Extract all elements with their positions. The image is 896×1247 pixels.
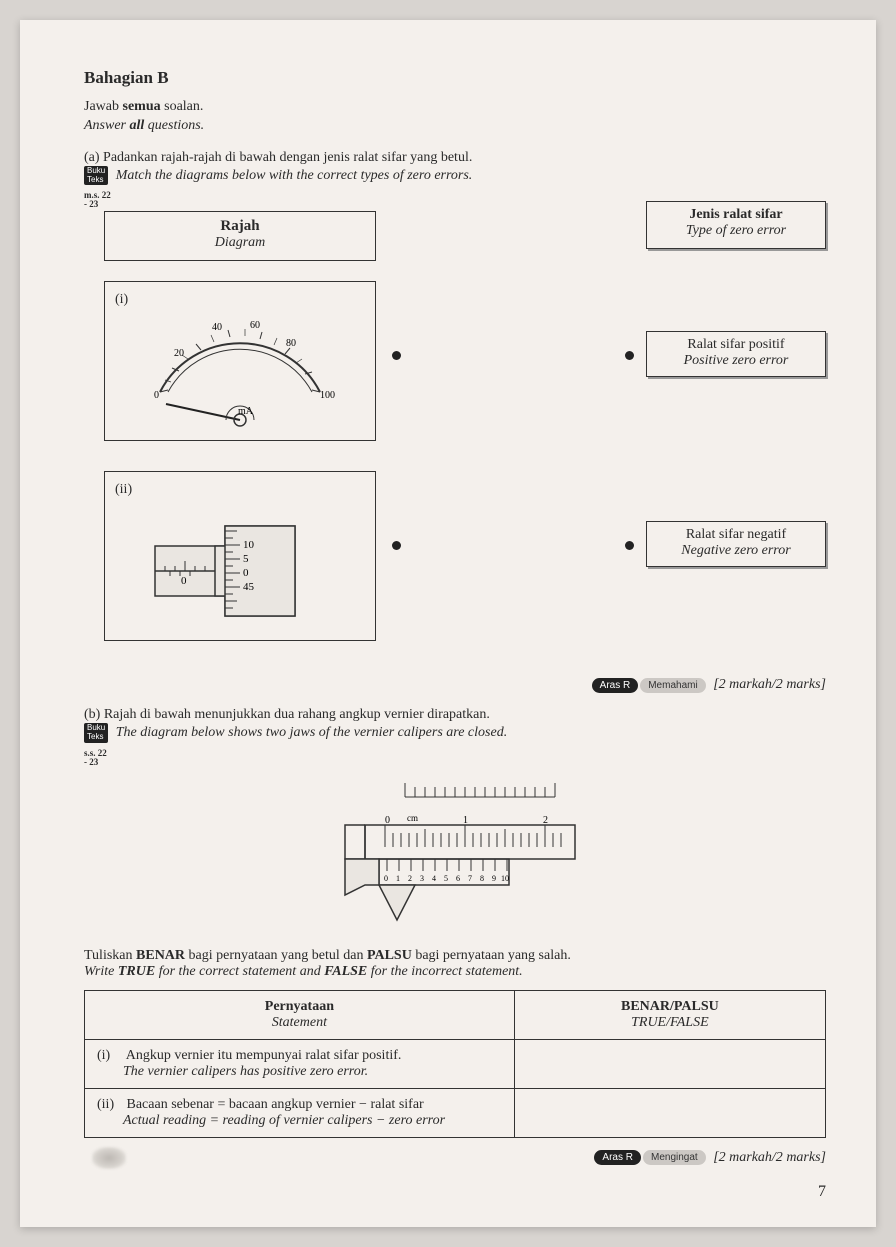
instruction-en: Answer all questions. [84,117,826,136]
tf-instruction-en: Write TRUE for the correct statement and… [84,964,826,980]
page-smudge [92,1147,126,1169]
answer-negative-ms: Ralat sifar negatif [647,527,825,543]
buku-teks-icon: BukuTeks [84,723,108,743]
vern-3: 3 [420,874,424,883]
match-dot[interactable] [392,351,401,360]
col-statement-header: Pernyataan Statement [85,990,515,1039]
vernier-unit: cm [407,813,418,823]
answer-cell[interactable] [514,1039,825,1088]
vernier-main-0: 0 [385,815,390,826]
page-ref-b: s.s. 22- 23 [84,749,826,767]
statement-cell: (i) Angkup vernier itu mempunyai ralat s… [85,1039,515,1088]
question-a-en: BukuTeks Match the diagrams below with t… [84,166,826,186]
vern-4: 4 [432,874,436,883]
vern-9: 9 [492,874,496,883]
meter-tick-20: 20 [174,348,184,359]
marks-text-b: [2 markah/2 marks] [713,1150,826,1165]
meter-unit: mA [238,406,254,417]
diagram-header-ms: Rajah [105,218,375,235]
diagram-header-en: Diagram [105,235,375,251]
diagram-i-label: (i) [115,292,128,307]
question-a-ms: (a) Padankan rajah-rajah di bawah dengan… [84,150,826,166]
vern-10: 10 [501,874,509,883]
vern-8: 8 [480,874,484,883]
instruction-ms: Jawab semua soalan. [84,98,826,117]
vernier-main-2: 2 [543,815,548,826]
meter-tick-0: 0 [154,390,159,401]
match-dot[interactable] [392,541,401,550]
vern-0: 0 [384,874,388,883]
vern-2: 2 [408,874,412,883]
true-false-table: Pernyataan Statement BENAR/PALSU TRUE/FA… [84,990,826,1138]
question-b-en: BukuTeks The diagram below shows two jaw… [84,723,826,743]
table-row: (ii) Bacaan sebenar = bacaan angkup vern… [85,1088,826,1137]
vern-5: 5 [444,874,448,883]
vernier-main-1: 1 [463,815,468,826]
diagram-header-box: Rajah Diagram [104,211,376,261]
micro-label-0: 0 [243,567,249,579]
answer-positive-en: Positive zero error [647,353,825,369]
error-type-header-en: Type of zero error [647,223,825,239]
micro-main-zero: 0 [181,575,187,587]
vern-7: 7 [468,874,472,883]
meter-tick-40: 40 [212,322,222,333]
answer-cell[interactable] [514,1088,825,1137]
table-header-row: Pernyataan Statement BENAR/PALSU TRUE/FA… [85,990,826,1039]
marks-text-a: [2 markah/2 marks] [713,677,826,692]
marks-row-a: Aras RMemahami [2 markah/2 marks] [84,677,826,693]
vern-1: 1 [396,874,400,883]
matching-area: Rajah Diagram Jenis ralat sifar Type of … [84,211,826,671]
answer-negative-en: Negative zero error [647,543,825,559]
statement-cell: (ii) Bacaan sebenar = bacaan angkup vern… [85,1088,515,1137]
answer-positive-ms: Ralat sifar positif [647,337,825,353]
micro-label-10: 10 [243,539,255,551]
answer-box-negative: Ralat sifar negatif Negative zero error [646,521,826,567]
vernier-caliper-diagram: 0 cm 1 2 [325,775,585,925]
micrometer-diagram: 0 10 [145,506,335,636]
skill-pill: Memahami [640,678,705,693]
match-dot[interactable] [625,351,634,360]
meter-tick-100: 100 [320,390,335,401]
micro-label-45: 45 [243,581,255,593]
vern-6: 6 [456,874,460,883]
table-row: (i) Angkup vernier itu mempunyai ralat s… [85,1039,826,1088]
meter-tick-80: 80 [286,338,296,349]
section-title: Bahagian B [84,68,826,88]
micro-label-5: 5 [243,553,249,565]
meter-tick-60: 60 [250,320,260,331]
vernier-diagram-wrap: 0 cm 1 2 [84,775,826,930]
error-type-header-box: Jenis ralat sifar Type of zero error [646,201,826,249]
diagram-ii-label: (ii) [115,482,132,497]
page-number: 7 [818,1183,826,1201]
buku-teks-icon: BukuTeks [84,166,108,186]
level-pill: Aras R [594,1150,641,1165]
match-dot[interactable] [625,541,634,550]
col-answer-header: BENAR/PALSU TRUE/FALSE [514,990,825,1039]
diagram-box-i: (i) [104,281,376,441]
page: Bahagian B Jawab semua soalan. Answer al… [20,20,876,1227]
diagram-box-ii: (ii) 0 [104,471,376,641]
answer-box-positive: Ralat sifar positif Positive zero error [646,331,826,377]
marks-row-b: Aras RMengingat [2 markah/2 marks] [84,1150,826,1166]
ammeter-diagram: 0 20 40 60 80 100 mA [130,312,350,432]
question-b-ms: (b) Rajah di bawah menunjukkan dua rahan… [84,707,826,723]
error-type-header-ms: Jenis ralat sifar [647,207,825,223]
skill-pill: Mengingat [643,1150,706,1165]
level-pill: Aras R [592,678,639,693]
tf-instruction-ms: Tuliskan BENAR bagi pernyataan yang betu… [84,948,826,964]
